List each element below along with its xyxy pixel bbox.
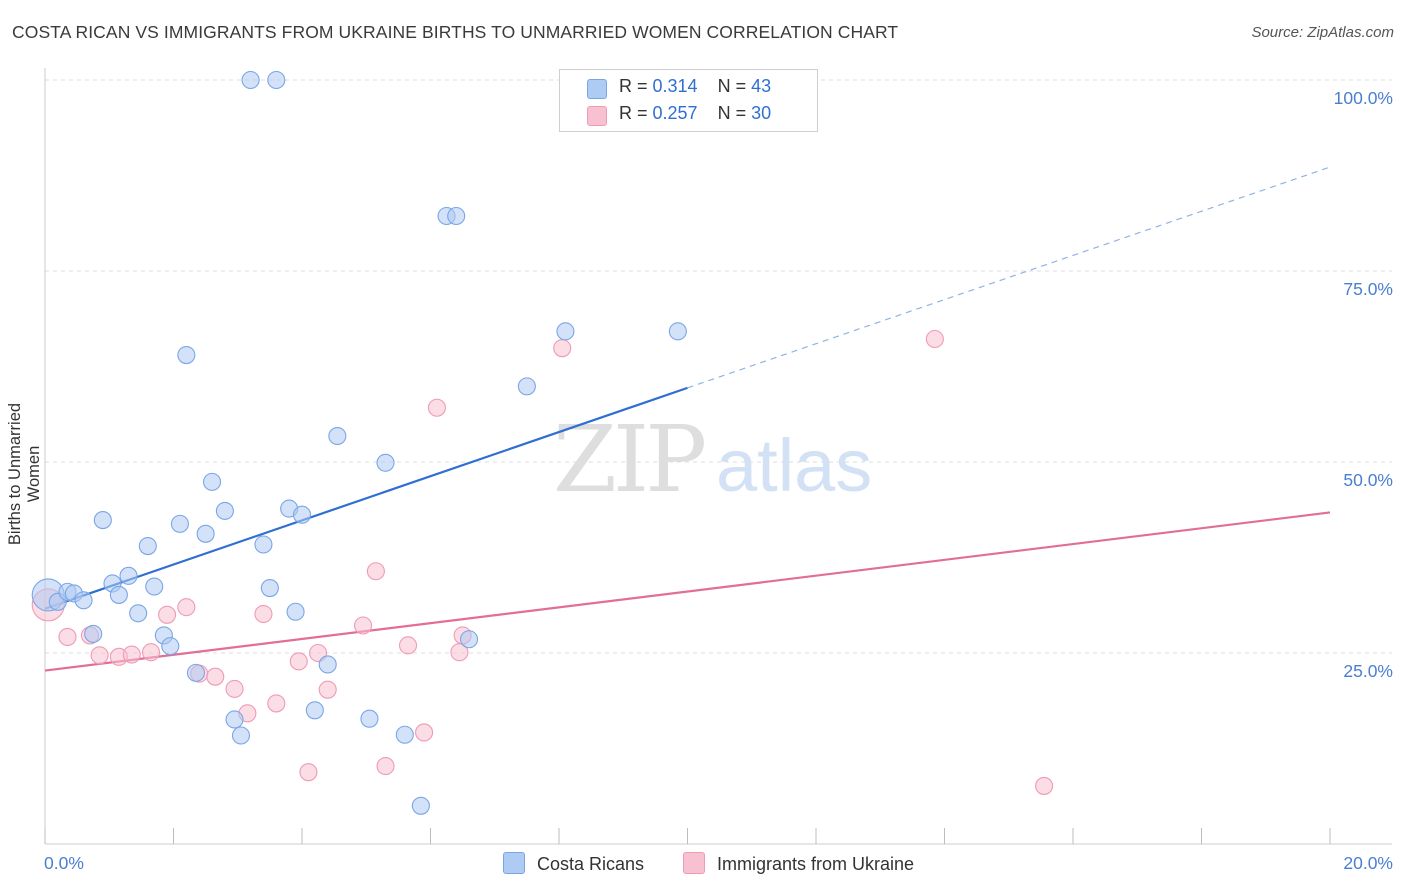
bottom-legend-label: Immigrants from Ukraine	[717, 854, 915, 874]
point-costa-ricans	[286, 602, 305, 621]
point-ukraine	[553, 339, 572, 358]
point-ukraine	[158, 605, 177, 624]
point-costa-ricans	[318, 655, 337, 674]
point-costa-ricans	[305, 701, 324, 720]
point-ukraine	[177, 598, 196, 617]
point-costa-ricans	[241, 70, 260, 90]
point-costa-ricans	[395, 725, 414, 744]
point-costa-ricans	[231, 726, 251, 745]
point-costa-ricans	[292, 505, 312, 524]
point-costa-ricans	[161, 637, 180, 656]
legend-r-label: R =	[619, 103, 653, 123]
point-costa-ricans	[668, 322, 687, 341]
data-points	[31, 70, 1054, 815]
point-ukraine	[225, 679, 244, 698]
point-ukraine	[254, 604, 273, 624]
trend-lines	[44, 166, 1331, 672]
point-ukraine	[427, 398, 446, 417]
y-tick-label: 50.0%	[1343, 470, 1393, 490]
point-costa-ricans	[129, 604, 148, 623]
point-costa-ricans	[556, 322, 575, 341]
legend-swatch-costa-ricans	[587, 79, 607, 99]
point-costa-ricans	[196, 524, 215, 543]
bottom-legend-costa-ricans: Costa Ricans	[503, 852, 644, 875]
point-costa-ricans	[260, 579, 279, 598]
point-ukraine	[353, 616, 373, 635]
bottom-swatch-ukraine	[683, 852, 705, 874]
y-axis-label: Births to Unmarried Women	[6, 402, 43, 546]
legend-stats-costa-ricans: R = 0.314 N = 43	[619, 76, 771, 97]
point-ukraine	[366, 562, 385, 581]
point-costa-ricans	[138, 536, 157, 556]
trendline-costa-ricans-extension	[687, 166, 1331, 389]
point-ukraine	[376, 757, 395, 776]
watermark-zip: ZIP	[553, 406, 704, 513]
point-costa-ricans	[145, 577, 164, 596]
point-ukraine	[1035, 776, 1054, 795]
point-costa-ricans	[328, 426, 347, 446]
legend-n-label: N =	[717, 103, 752, 123]
point-ukraine	[289, 652, 308, 671]
correlation-legend: R = 0.314 N = 43 R = 0.257 N = 30	[559, 69, 818, 132]
source-credit: Source: ZipAtlas.com	[1251, 24, 1394, 41]
point-ukraine	[122, 645, 141, 664]
point-ukraine	[206, 667, 225, 686]
trendline-ukraine	[44, 511, 1331, 672]
point-costa-ricans	[517, 377, 536, 396]
point-costa-ricans	[254, 535, 273, 554]
watermark-atlas: atlas	[716, 424, 872, 507]
point-ukraine	[299, 763, 318, 782]
legend-r-label: R =	[619, 76, 653, 96]
point-costa-ricans	[447, 206, 466, 226]
legend-r-value: 0.257	[652, 103, 698, 123]
x-tick-label: 20.0%	[1343, 853, 1393, 873]
point-costa-ricans	[459, 630, 479, 649]
bottom-legend-ukraine: Immigrants from Ukraine	[683, 852, 914, 875]
point-ukraine	[398, 636, 418, 655]
point-costa-ricans	[203, 472, 222, 491]
point-costa-ricans	[215, 501, 234, 520]
point-ukraine	[141, 643, 161, 662]
axes	[44, 68, 1392, 845]
point-costa-ricans	[119, 566, 138, 585]
point-costa-ricans	[109, 585, 128, 604]
point-ukraine	[58, 627, 77, 647]
bottom-swatch-costa-ricans	[503, 852, 525, 874]
chart-title: COSTA RICAN VS IMMIGRANTS FROM UKRAINE B…	[12, 22, 899, 42]
point-ukraine	[925, 329, 944, 349]
y-tick-label: 25.0%	[1343, 661, 1393, 681]
point-ukraine	[318, 680, 337, 699]
legend-n-value: 30	[751, 103, 772, 123]
point-costa-ricans	[177, 345, 196, 365]
bottom-legend-label: Costa Ricans	[537, 854, 645, 874]
point-costa-ricans	[360, 709, 379, 728]
point-costa-ricans	[84, 624, 103, 643]
point-ukraine	[267, 694, 286, 713]
watermark: ZIP atlas	[553, 406, 872, 513]
point-costa-ricans	[93, 511, 112, 530]
point-ukraine	[415, 723, 434, 742]
point-ukraine	[90, 646, 109, 665]
point-costa-ricans	[376, 453, 395, 472]
point-costa-ricans	[186, 663, 206, 682]
point-costa-ricans	[74, 591, 93, 610]
trendline-costa-ricans	[44, 386, 688, 610]
legend-r-value: 0.314	[652, 76, 698, 96]
point-costa-ricans	[267, 70, 286, 90]
legend-swatch-ukraine	[587, 106, 607, 126]
tick-labels: 25.0% 50.0% 75.0% 100.0% 0.0% 20.0%	[44, 88, 1393, 873]
x-tick-label: 0.0%	[44, 853, 84, 873]
y-tick-label: 100.0%	[1334, 88, 1393, 108]
point-costa-ricans	[170, 514, 189, 533]
gridlines	[45, 79, 1392, 654]
point-costa-ricans	[411, 796, 430, 815]
legend-n-value: 43	[751, 76, 772, 96]
legend-n-label: N =	[717, 76, 752, 96]
point-costa-ricans	[225, 710, 244, 729]
y-tick-label: 75.0%	[1343, 279, 1393, 299]
legend-stats-ukraine: R = 0.257 N = 30	[619, 103, 771, 124]
